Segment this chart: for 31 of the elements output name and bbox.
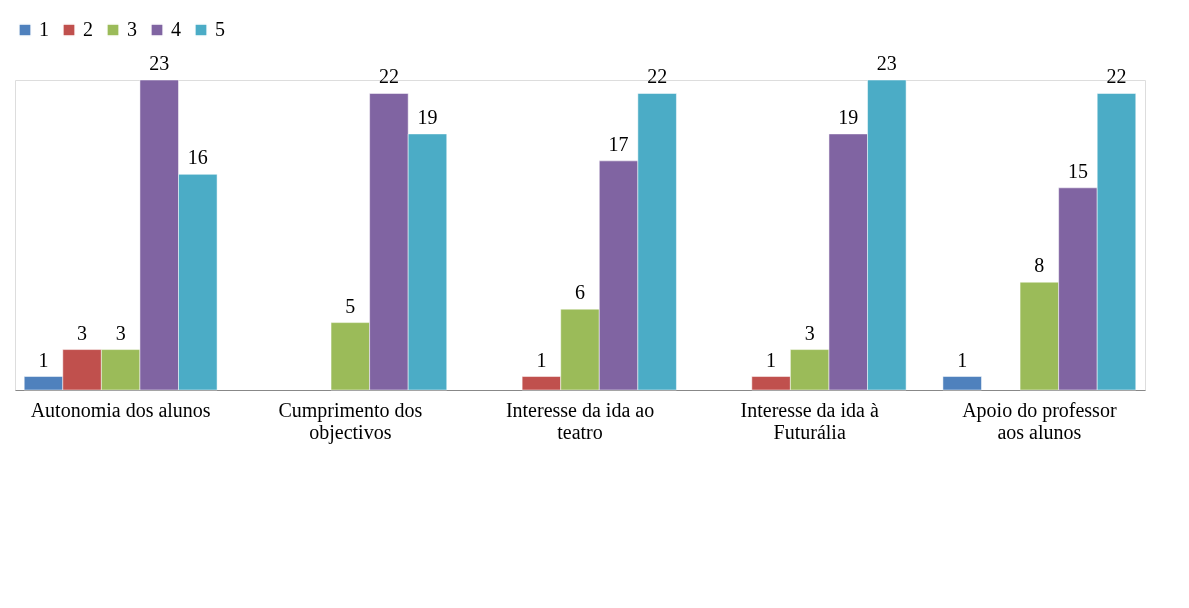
legend-label: 2 [83, 18, 93, 40]
x-tick-label: Interesse da ida à Futurália [740, 398, 879, 443]
data-label: 5 [345, 294, 356, 317]
bar [942, 376, 982, 391]
data-label: 1 [766, 348, 777, 371]
data-label: 22 [647, 65, 668, 88]
data-label: 16 [187, 146, 208, 169]
data-label: 22 [378, 65, 399, 88]
data-label: 17 [608, 132, 629, 155]
legend-label: 4 [171, 18, 181, 40]
data-label: 1 [536, 348, 547, 371]
data-label: 3 [115, 321, 126, 344]
data-label: 19 [417, 105, 438, 128]
legend-label: 3 [127, 18, 137, 40]
legend-label: 1 [39, 18, 49, 40]
data-label: 23 [876, 52, 897, 74]
x-tick-label: Autonomia dos alunos [30, 398, 211, 421]
data-label: 22 [1106, 65, 1127, 88]
data-label: 3 [77, 321, 88, 344]
data-label: 6 [575, 281, 585, 304]
x-tick-label: Apoio do professor aos alunos [962, 398, 1117, 443]
x-tick-label: Cumprimento dos objectivos [278, 398, 423, 444]
x-tick-label: Interesse da ida ao teatro [505, 398, 655, 443]
data-label: 1 [38, 348, 49, 371]
legend-label: 5 [215, 18, 225, 40]
data-label: 8 [1034, 254, 1045, 277]
data-label: 1 [957, 348, 968, 371]
data-label: 19 [838, 105, 859, 128]
data-label: 15 [1067, 159, 1088, 182]
data-label: 23 [149, 52, 170, 74]
data-label: 3 [804, 321, 815, 344]
